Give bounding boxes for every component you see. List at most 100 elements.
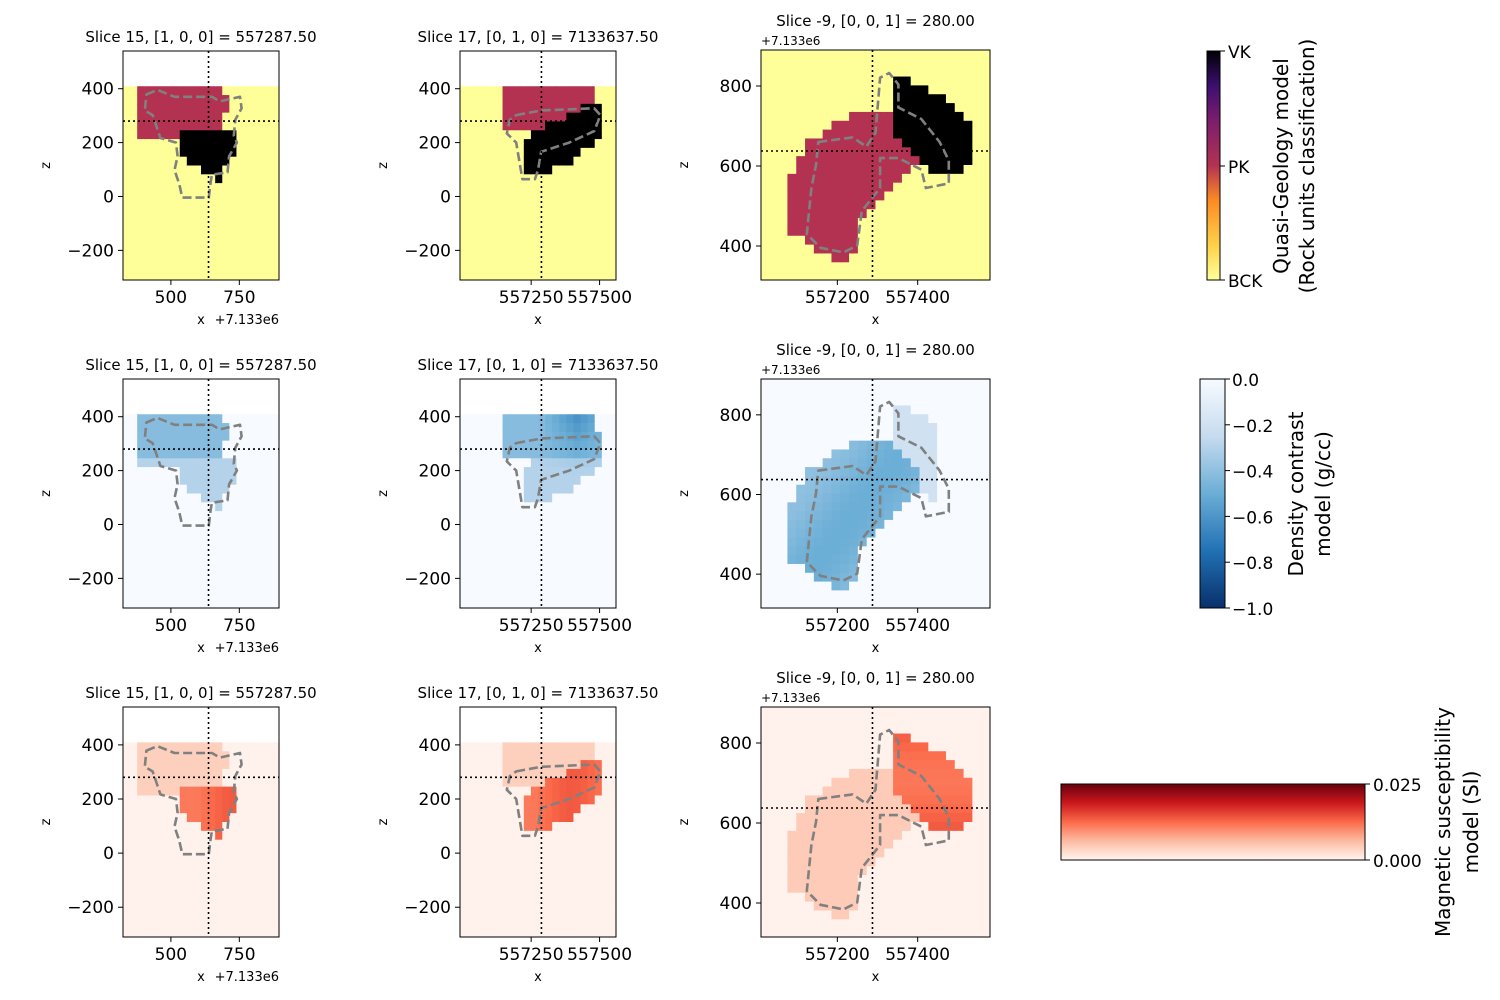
heatmap-cell	[509, 484, 518, 495]
heatmap-cell	[502, 387, 511, 398]
heatmap-cell	[787, 431, 797, 442]
heatmap-cell	[144, 581, 152, 591]
heatmap-cell	[573, 563, 582, 574]
heatmap-cell	[201, 244, 209, 255]
heatmap-cell	[172, 777, 181, 788]
heatmap-cell	[566, 183, 575, 193]
heatmap-cell	[954, 581, 965, 591]
heatmap-cell	[813, 555, 824, 565]
heatmap-cell	[963, 120, 973, 131]
heatmap-cell	[474, 928, 482, 938]
heatmap-cell	[813, 387, 824, 398]
heatmap-cell	[467, 191, 475, 202]
heatmap-cell	[566, 59, 575, 70]
heatmap-cell	[495, 405, 504, 415]
heatmap-cell	[130, 724, 138, 735]
heatmap-cell	[229, 244, 238, 255]
heatmap-cell	[787, 191, 797, 201]
heatmap-cell	[545, 546, 553, 556]
heatmap-cell	[928, 449, 938, 459]
heatmap-cell	[778, 156, 789, 166]
heatmap-cell	[165, 59, 174, 70]
heatmap-cell	[158, 405, 167, 415]
heatmap-cell	[257, 200, 266, 211]
heatmap-cell	[945, 590, 956, 600]
heatmap-cell	[257, 440, 266, 451]
heatmap-cell	[594, 813, 603, 823]
heatmap-cell	[538, 68, 546, 79]
heatmap-cell	[151, 786, 160, 797]
heatmap-cell	[229, 423, 238, 433]
heatmap-cell	[587, 715, 596, 726]
heatmap-cell	[123, 174, 131, 184]
heatmap-cell	[849, 50, 859, 60]
heatmap-cell	[193, 86, 202, 96]
heatmap-cell	[901, 458, 912, 468]
heatmap-cell	[474, 563, 482, 574]
heatmap-cell	[822, 173, 833, 184]
heatmap-cell	[552, 387, 560, 398]
heatmap-cell	[215, 786, 223, 797]
heatmap-cell	[243, 147, 252, 158]
heatmap-cell	[972, 129, 982, 140]
heatmap-cell	[222, 139, 230, 149]
heatmap-cell	[937, 423, 947, 433]
heatmap-cell	[215, 244, 223, 255]
heatmap-cell	[488, 271, 497, 281]
heatmap-cell	[530, 68, 539, 79]
heatmap-cell	[158, 777, 167, 788]
heatmap-cell	[208, 414, 216, 424]
heatmap-cell	[144, 707, 152, 717]
heatmap-cell	[928, 156, 938, 166]
heatmap-cell	[919, 218, 929, 228]
heatmap-cell	[165, 572, 174, 583]
heatmap-cell	[573, 405, 582, 415]
heatmap-cell	[875, 50, 885, 60]
heatmap-cell	[778, 440, 789, 451]
heatmap-cell	[467, 910, 475, 920]
heatmap-cell	[545, 95, 553, 105]
heatmap-cell	[601, 103, 610, 114]
heatmap-cell	[158, 165, 167, 175]
heatmap-cell	[193, 537, 202, 547]
heatmap-cell	[928, 431, 938, 442]
heatmap-cell	[467, 555, 475, 565]
heatmap-cell	[601, 901, 610, 912]
heatmap-cell	[778, 493, 789, 503]
heatmap-cell	[137, 707, 145, 717]
heatmap-cell	[594, 910, 603, 920]
heatmap-cell	[573, 590, 582, 600]
heatmap-cell	[559, 555, 567, 565]
heatmap-cell	[849, 484, 859, 495]
heatmap-cell	[215, 121, 223, 131]
heatmap-cell	[805, 396, 815, 407]
heatmap-cell	[893, 572, 903, 583]
heatmap-cell	[594, 901, 603, 912]
heatmap-cell	[271, 262, 280, 272]
heatmap-cell	[552, 112, 560, 123]
heatmap-cell	[893, 528, 903, 539]
heatmap-cell	[271, 139, 280, 149]
heatmap-cell	[257, 121, 266, 131]
heatmap-cell	[179, 563, 188, 574]
heatmap-cell	[573, 795, 582, 805]
heatmap-cell	[954, 244, 965, 255]
heatmap-cell	[172, 563, 181, 574]
heatmap-cell	[901, 111, 912, 122]
heatmap-cell	[130, 414, 138, 424]
heatmap-cell	[158, 760, 167, 770]
heatmap-cell	[208, 235, 216, 246]
heatmap-cell	[945, 271, 956, 281]
heatmap-cell	[831, 458, 841, 468]
heatmap-cell	[866, 76, 877, 86]
heatmap-cell	[229, 59, 238, 70]
heatmap-cell	[608, 537, 617, 547]
heatmap-cell	[910, 458, 921, 468]
heatmap-cell	[193, 431, 202, 442]
heatmap-cell	[945, 528, 956, 539]
heatmap-cell	[144, 423, 152, 433]
heatmap-cell	[849, 387, 859, 398]
heatmap-cell	[264, 183, 273, 193]
heatmap-cell	[937, 396, 947, 407]
heatmap-cell	[144, 475, 152, 486]
